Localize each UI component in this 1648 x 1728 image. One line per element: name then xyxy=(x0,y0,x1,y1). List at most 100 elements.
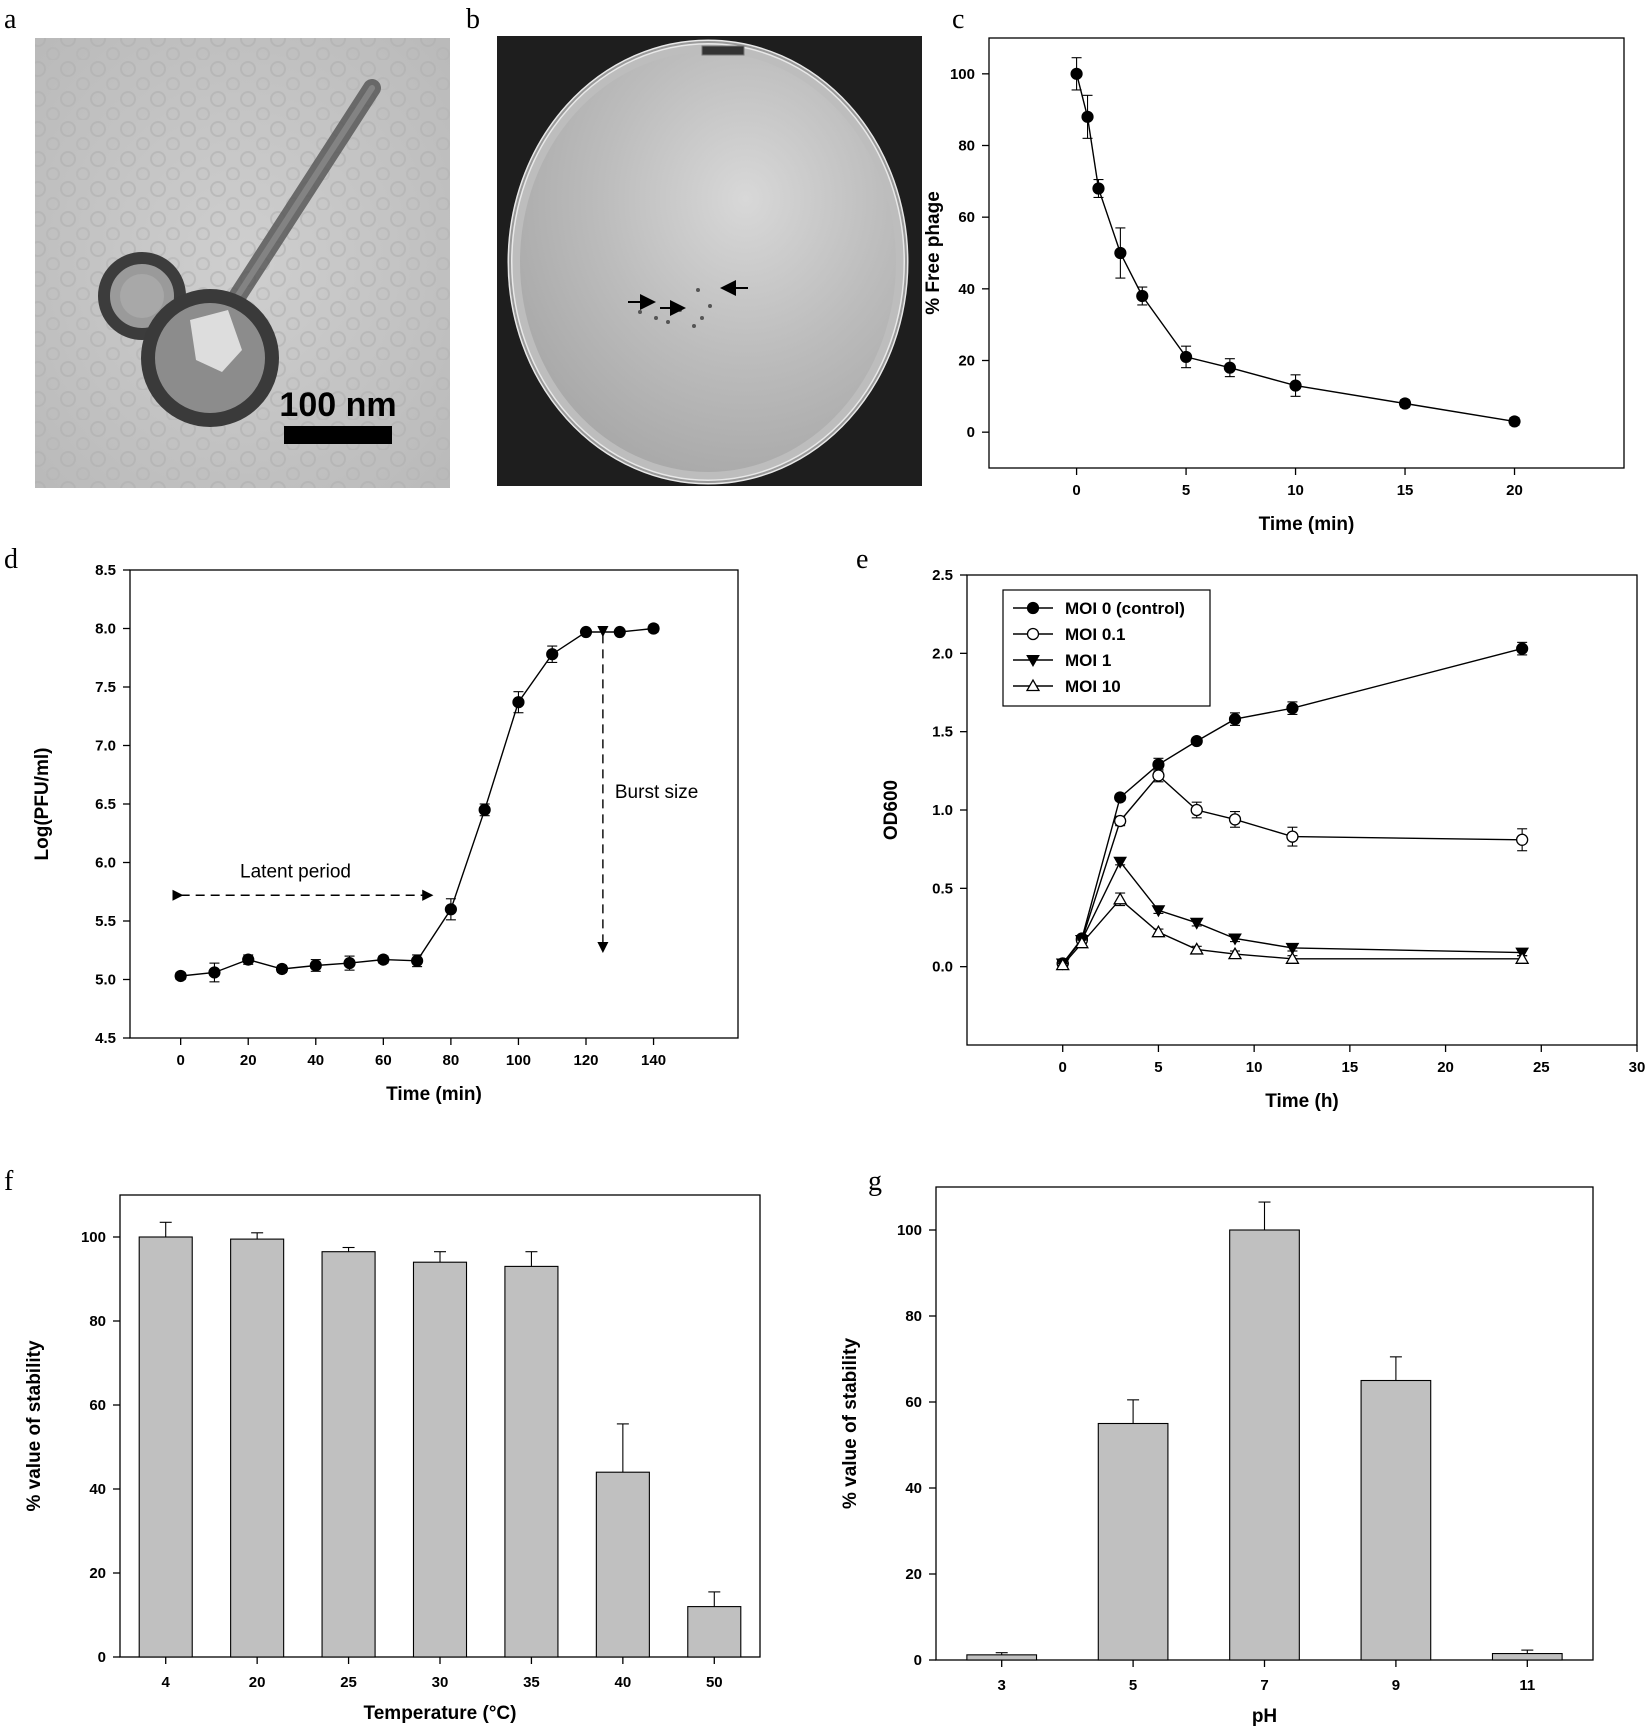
growth-data-point xyxy=(546,648,559,661)
od600-xlabel: Time (h) xyxy=(1265,1091,1339,1112)
od600-data-point xyxy=(1190,734,1203,748)
free-phage-xlabel: Time (min) xyxy=(1259,514,1355,535)
od600-ytick-label: 1.5 xyxy=(932,724,953,741)
free-phage-data-point xyxy=(1508,415,1521,428)
growth-data-point xyxy=(647,622,660,635)
od600-data-point xyxy=(1286,702,1299,715)
panel-letter-f: f xyxy=(4,1166,14,1197)
growth-ylabel: Log(PFU/ml) xyxy=(32,748,53,861)
ph-ylabel: % value of stability xyxy=(840,1338,861,1509)
panel-letter-d: d xyxy=(4,544,18,575)
thermal-category-label: 25 xyxy=(340,1674,357,1691)
plaque-arrows xyxy=(628,280,748,316)
od600-ytick-label: 1.0 xyxy=(932,802,953,819)
free-phage-xtick-label: 10 xyxy=(1287,482,1304,499)
panel-letter-e: e xyxy=(856,544,868,575)
legend-label: MOI 0 (control) xyxy=(1065,599,1185,618)
thermal-category-label: 30 xyxy=(432,1674,449,1691)
od600-xtick-label: 10 xyxy=(1246,1059,1263,1076)
od600-xtick-label: 30 xyxy=(1629,1059,1646,1076)
free-phage-ytick-label: 20 xyxy=(958,353,975,370)
thermal-bar xyxy=(138,1236,193,1658)
legend-marker xyxy=(1026,627,1040,641)
thermal-category-label: 50 xyxy=(706,1674,723,1691)
od600-xtick-label: 5 xyxy=(1154,1059,1162,1076)
free-phage-xtick-label: 20 xyxy=(1506,482,1523,499)
legend-item: MOI 10 xyxy=(1013,677,1121,696)
ph-ytick-label: 40 xyxy=(905,1480,922,1497)
free-phage-data-point xyxy=(1398,397,1412,410)
panel-letter-g: g xyxy=(868,1166,882,1197)
growth-data-point xyxy=(444,903,457,916)
free-phage-data-point xyxy=(1179,350,1193,364)
free-phage-data-point xyxy=(1223,361,1236,374)
growth-data-point xyxy=(613,625,626,639)
scale-bar xyxy=(284,426,392,444)
thermal-ytick-label: 0 xyxy=(98,1649,106,1666)
legend-marker xyxy=(1026,655,1040,668)
od600-series-line xyxy=(1062,898,1523,966)
panel-letter-c: c xyxy=(952,4,964,35)
growth-ytick-label: 7.5 xyxy=(95,679,116,696)
growth-xtick-label: 20 xyxy=(240,1052,257,1069)
ph-ytick-label: 60 xyxy=(905,1394,922,1411)
growth-data-point xyxy=(275,962,289,976)
ph-xlabel: pH xyxy=(1252,1706,1277,1727)
od600-xtick-label: 25 xyxy=(1533,1059,1550,1076)
thermal-bar xyxy=(687,1606,742,1658)
growth-xtick-label: 100 xyxy=(506,1052,531,1069)
ph-bar xyxy=(1360,1379,1432,1661)
od600-data-point xyxy=(1113,856,1128,869)
growth-ytick-label: 8.5 xyxy=(95,562,116,579)
ph-ytick-label: 20 xyxy=(905,1566,922,1583)
thermal-xlabel: Temperature (°C) xyxy=(364,1703,517,1724)
thermal-bar xyxy=(230,1238,285,1658)
od600-data-point xyxy=(1190,803,1203,817)
od600-data-point xyxy=(1189,942,1204,955)
od600-ytick-label: 2.5 xyxy=(932,567,953,584)
legend-item: MOI 1 xyxy=(1013,651,1111,670)
growth-data-point xyxy=(309,959,322,972)
od600-ytick-label: 0.5 xyxy=(932,880,953,897)
od600-data-point xyxy=(1228,933,1242,946)
od600-xtick-label: 0 xyxy=(1059,1059,1067,1076)
growth-series-line xyxy=(180,627,654,977)
od600-series-3 xyxy=(1055,891,1530,971)
free-phage-series-line xyxy=(1075,73,1515,423)
od600-series-1 xyxy=(1056,768,1529,970)
growth-ytick-label: 6.0 xyxy=(95,855,116,872)
free-phage-ytick-label: 40 xyxy=(958,281,975,298)
micrograph-panel-a: 100 nm xyxy=(35,38,450,488)
free-phage-ylabel: % Free phage xyxy=(923,191,944,315)
growth-xtick-label: 40 xyxy=(307,1052,324,1069)
thermal-category-label: 35 xyxy=(523,1674,540,1691)
thermal-bar xyxy=(595,1471,650,1658)
od600-ytick-label: 2.0 xyxy=(932,645,953,662)
growth-ytick-label: 4.5 xyxy=(95,1030,116,1047)
od600-data-point xyxy=(1152,769,1165,782)
od600-data-point xyxy=(1151,905,1166,918)
growth-xtick-label: 80 xyxy=(443,1052,460,1069)
panel-letter-b: b xyxy=(466,4,480,35)
od600-data-point xyxy=(1227,946,1243,960)
growth-data-point xyxy=(174,969,187,983)
legend-label: MOI 1 xyxy=(1065,651,1111,670)
free-phage-ytick-label: 60 xyxy=(958,209,975,226)
od600-data-point xyxy=(1228,813,1242,826)
free-phage-ytick-label: 80 xyxy=(958,138,975,155)
growth-data-point xyxy=(512,696,525,709)
od600-data-point xyxy=(1055,957,1070,971)
free-phage-ytick-label: 0 xyxy=(967,424,975,441)
od600-data-point xyxy=(1152,758,1165,771)
ph-bar xyxy=(1229,1229,1300,1661)
thermal-ytick-label: 100 xyxy=(81,1229,106,1246)
growth-xlabel: Time (min) xyxy=(386,1084,482,1105)
thermal-category-label: 4 xyxy=(162,1674,171,1691)
od600-data-point xyxy=(1286,830,1299,843)
growth-data-point xyxy=(242,953,255,966)
growth-data-point xyxy=(377,953,390,966)
panel-letter-a: a xyxy=(4,4,17,35)
od600-data-point xyxy=(1515,833,1529,846)
scale-bar-label: 100 nm xyxy=(279,386,396,424)
thermal-ytick-label: 60 xyxy=(89,1397,106,1414)
